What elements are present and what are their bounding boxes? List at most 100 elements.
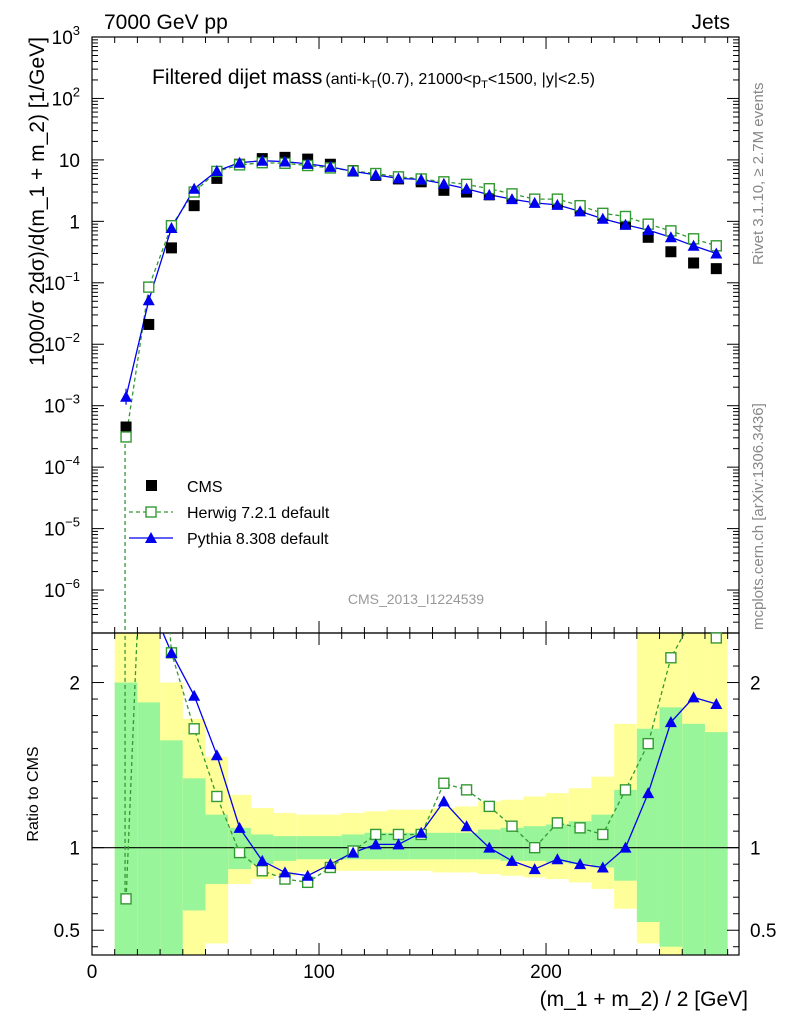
ratio-band-inner xyxy=(614,789,637,881)
pythia-ratio-point xyxy=(460,820,473,832)
pythia-ratio-point xyxy=(278,866,291,878)
pythia-ratio-point xyxy=(596,861,609,873)
ratio-y-tick-label: 2 xyxy=(69,674,80,695)
pythia-point xyxy=(551,198,564,210)
main-x-ticks xyxy=(91,37,729,633)
pythia-ratio-point xyxy=(301,869,314,881)
ratio-band-inner xyxy=(591,814,615,868)
ratio-plot-frame xyxy=(91,632,740,956)
rivet-version-label: Rivet 3.1.10, ≥ 2.7M events xyxy=(750,83,767,266)
ratio-band-inner xyxy=(704,732,728,955)
legend: CMS Herwig 7.2.1 default Pythia 8.308 de… xyxy=(129,479,330,548)
ratio-band-inner xyxy=(455,832,478,860)
pythia-point xyxy=(664,231,677,243)
ratio-y-tick-label-right: 1 xyxy=(750,839,761,860)
pythia-point xyxy=(687,239,700,251)
pythia-point xyxy=(415,173,428,185)
ratio-band-inner xyxy=(682,723,705,955)
pythia-ratio-point xyxy=(165,646,178,658)
pythia-line xyxy=(125,160,717,397)
pythia-point xyxy=(278,155,291,167)
herwig-ratio-point xyxy=(597,828,609,841)
legend-cms-label: CMS xyxy=(187,479,223,496)
ratio-band-inner xyxy=(636,728,660,922)
pythia-point xyxy=(528,196,541,208)
pythia-point xyxy=(188,182,201,194)
cms-point xyxy=(211,172,223,184)
pythia-ratio-point xyxy=(687,691,700,703)
chart-title-sub-T1: T xyxy=(370,79,377,91)
herwig-ratio-point xyxy=(120,893,132,905)
pythia-point xyxy=(210,164,223,176)
cms-point xyxy=(438,184,450,196)
herwig-ratio-point xyxy=(392,828,405,841)
ratio-y-tick-label: 0.5 xyxy=(54,921,80,942)
ratio-uncertainty-bands xyxy=(114,633,728,955)
legend-herwig-marker xyxy=(145,506,157,518)
main-y-tick-label: 103 xyxy=(52,23,80,49)
herwig-ratio-point xyxy=(483,800,495,813)
pythia-ratio-point xyxy=(574,858,587,870)
herwig-ratio-point xyxy=(642,737,654,750)
pythia-point xyxy=(256,154,269,166)
pythia-point xyxy=(642,224,655,236)
main-y-tick-label: 1 xyxy=(69,212,80,233)
herwig-ratio-point xyxy=(506,820,518,832)
x-tick-label: 200 xyxy=(530,962,562,983)
cms-point xyxy=(120,421,132,433)
pythia-point xyxy=(460,182,473,194)
herwig-ratio-point xyxy=(370,828,382,841)
ratio-band-inner xyxy=(205,814,229,884)
pythia-ratio-point xyxy=(551,853,564,865)
analysis-watermark: CMS_2013_I1224539 xyxy=(348,591,484,607)
pythia-ratio-point xyxy=(324,858,337,870)
herwig-point xyxy=(120,431,132,443)
pythia-point xyxy=(437,177,450,189)
main-series-layer xyxy=(120,151,723,633)
ratio-series-layer xyxy=(120,632,723,905)
legend-cms-marker xyxy=(146,480,157,491)
energy-label: 7000 GeV pp xyxy=(104,11,228,34)
ratio-band-inner xyxy=(500,827,524,861)
main-y-tick-label: 10−1 xyxy=(44,269,80,295)
pythia-point xyxy=(596,212,609,224)
pythia-ratio-point xyxy=(369,838,382,850)
ratio-band-inner xyxy=(546,824,569,863)
chart-title-sub-end: <1500, |y|<2.5) xyxy=(488,71,595,88)
herwig-ratio-point xyxy=(211,790,223,803)
chart-title-sub: (anti-k xyxy=(325,71,370,88)
x-tick-label: 100 xyxy=(303,962,335,983)
legend-pythia-label: Pythia 8.308 default xyxy=(187,531,329,548)
pythia-ratio-point xyxy=(210,749,223,761)
cms-point xyxy=(642,231,654,243)
herwig-point xyxy=(143,281,155,293)
pythia-ratio-point xyxy=(642,787,655,799)
pythia-ratio-point xyxy=(483,841,496,853)
pythia-point xyxy=(369,168,382,180)
ratio-band-inner xyxy=(273,836,297,861)
pythia-point xyxy=(301,157,314,169)
herwig-ratio-point xyxy=(551,817,564,829)
pythia-ratio-point xyxy=(619,841,632,853)
cms-point xyxy=(165,242,177,254)
cms-point xyxy=(665,246,677,258)
cms-point xyxy=(143,318,155,330)
herwig-ratio-point xyxy=(460,784,473,796)
pythia-ratio-point xyxy=(664,716,677,728)
ratio-band-inner xyxy=(250,834,274,865)
pythia-point xyxy=(392,172,405,184)
herwig-ratio-point xyxy=(256,865,268,877)
pythia-ratio-point xyxy=(347,846,360,858)
main-y-tick-label: 10−4 xyxy=(44,453,80,479)
herwig-ratio-point xyxy=(528,841,541,854)
pythia-ratio-point xyxy=(415,826,428,838)
pythia-point xyxy=(505,193,518,205)
cms-point xyxy=(710,263,722,275)
chart-title-main: Filtered dijet mass xyxy=(152,66,322,89)
pythia-ratio-point xyxy=(392,838,405,850)
main-y-tick-label: 10−5 xyxy=(44,515,80,541)
ratio-band-inner xyxy=(137,702,161,955)
chart-title-sub-T2: T xyxy=(481,79,488,91)
